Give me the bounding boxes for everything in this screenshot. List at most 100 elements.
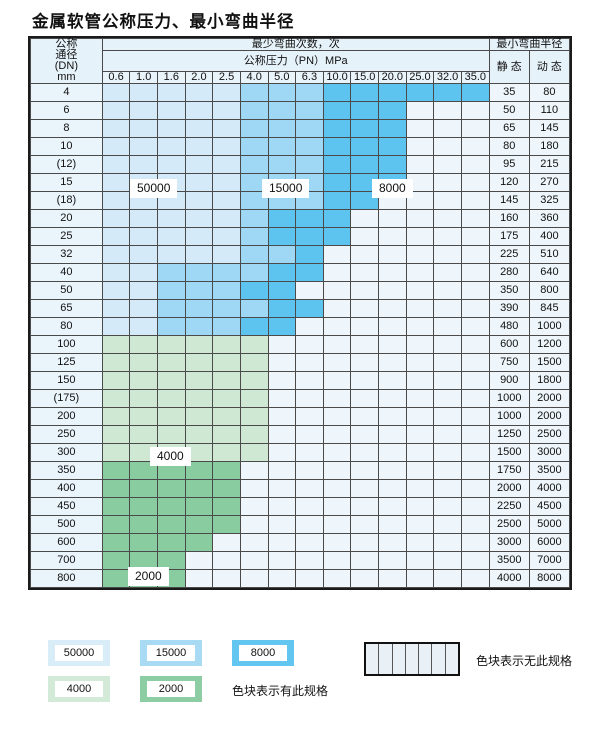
table-head: 公称 通径 (DN) mm 最少弯曲次数，次 最小弯曲半径 公称压力（PN）MP… [30,38,571,84]
spec-cell-filled [212,83,241,102]
spec-table: 公称 通径 (DN) mm 最少弯曲次数，次 最小弯曲半径 公称压力（PN）MP… [30,38,571,588]
spec-cell-filled [433,83,462,102]
dn-value-cell: 150 [30,371,103,390]
table-row: 800 4000 8000 [30,569,571,588]
spec-cell-empty [433,173,462,192]
spec-cell-filled [322,119,352,138]
pressure-column-header: 25.0 [405,71,435,84]
spec-cell-empty [267,461,297,480]
spec-cell-filled [212,479,241,498]
pressure-column-header: 1.0 [129,71,158,84]
no-spec-stripe [445,644,458,674]
spec-cell-filled [184,479,214,498]
spec-cell-filled [184,227,214,246]
pressure-column-header: 4.0 [239,71,269,84]
spec-cell-filled [101,389,131,408]
no-spec-stripe [405,644,420,674]
spec-cell-filled [378,137,407,156]
table-row: 80 480 1000 [30,317,571,336]
table-row: 150 900 1800 [30,371,571,390]
dn-value-cell: 300 [30,443,103,462]
spec-cell-empty [295,371,324,390]
legend-swatch-label: 50000 [55,645,103,661]
dn-header-line-3: mm [57,71,76,83]
spec-cell-empty [378,533,407,552]
table-row: 350 1750 3500 [30,461,571,480]
spec-cell-empty [378,245,407,264]
spec-cell-empty [212,533,241,552]
static-radius-cell: 120 [488,173,530,192]
spec-cell-filled [184,353,214,372]
spec-cell-empty [350,317,379,336]
no-spec-stripe [419,644,433,674]
table-row: 300 1500 3000 [30,443,571,462]
spec-cell-empty [405,371,435,390]
legend-no-spec-text: 色块表示无此规格 [476,654,573,668]
dn-value-cell: 200 [30,407,103,426]
table-row: 450 2250 4500 [30,497,571,516]
spec-cell-empty [405,281,435,300]
spec-cell-empty [378,479,407,498]
spec-cell-filled [295,299,324,318]
spec-cell-filled [129,281,158,300]
spec-cell-filled [184,515,214,534]
spec-cell-empty [295,479,324,498]
spec-cell-empty [405,479,435,498]
spec-cell-empty [322,317,352,336]
spec-cell-empty [405,245,435,264]
spec-cell-filled [239,101,269,120]
spec-cell-empty [212,551,241,570]
dynamic-radius-cell: 145 [528,119,571,138]
spec-cell-filled [350,83,379,102]
legend: 50000 15000 8000 4000 2000 色块表示有此规格 色块表示无此规格 [28,636,572,736]
spec-cell-empty [433,425,462,444]
spec-cell-empty [433,281,462,300]
spec-cell-empty [295,461,324,480]
spec-cell-empty [239,479,269,498]
spec-cell-filled [295,83,324,102]
spec-cell-filled [239,425,269,444]
spec-cell-filled [212,191,241,210]
spec-cell-filled [239,227,269,246]
legend-swatch-label: 2000 [147,681,195,697]
spec-cell-empty [322,551,352,570]
spec-cell-filled [101,227,131,246]
spec-cell-empty [460,479,490,498]
spec-cell-empty [350,245,379,264]
spec-cell-empty [212,569,241,588]
spec-cell-filled [239,263,269,282]
spec-cell-filled [157,299,186,318]
spec-cell-filled [184,245,214,264]
dn-value-cell: 800 [30,569,103,588]
spec-cell-filled [157,317,186,336]
spec-cell-filled [239,389,269,408]
legend-swatch: 15000 [140,640,202,666]
spec-cell-empty [239,497,269,516]
table-row: 10 80 180 [30,137,571,156]
spec-cell-filled [101,515,131,534]
spec-cell-empty [433,227,462,246]
spec-cell-filled [101,569,131,588]
spec-cell-empty [460,101,490,120]
spec-cell-empty [460,191,490,210]
dn-value-cell: 50 [30,281,103,300]
dynamic-radius-cell: 215 [528,155,571,174]
spec-cell-filled [157,263,186,282]
static-radius-cell: 95 [488,155,530,174]
table-row: 20 160 360 [30,209,571,228]
table-row: 250 1250 2500 [30,425,571,444]
spec-cell-empty [350,425,379,444]
spec-cell-empty [322,443,352,462]
spec-cell-filled [129,263,158,282]
spec-cell-filled [157,83,186,102]
spec-cell-filled [267,299,297,318]
spec-cell-filled [129,425,158,444]
dn-value-cell: 700 [30,551,103,570]
spec-cell-filled [157,101,186,120]
no-spec-stripe [432,644,446,674]
spec-cell-empty [378,353,407,372]
grid-value-callout: 8000 [372,179,413,199]
spec-cell-filled [267,227,297,246]
dynamic-radius-cell: 110 [528,101,571,120]
spec-cell-filled [157,425,186,444]
